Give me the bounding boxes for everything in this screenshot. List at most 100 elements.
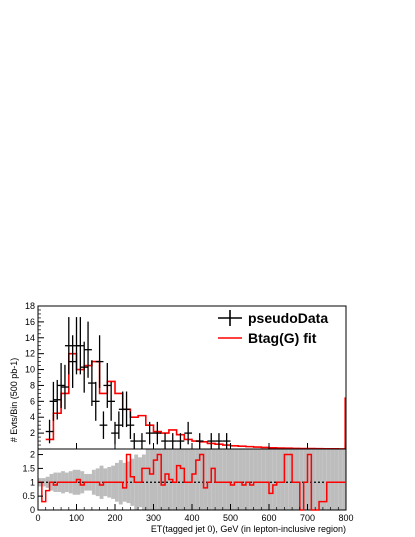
ratio-band-bin <box>307 449 312 510</box>
ratio-band-bin <box>230 449 235 510</box>
x-tick-label-800: 800 <box>338 513 353 523</box>
data-point-1 <box>49 381 58 421</box>
main-y-tick-label-16: 16 <box>25 317 35 327</box>
ratio-band-bin <box>319 449 323 510</box>
ratio-band-bin <box>242 449 246 510</box>
ratio-y-tick-label-2: 2 <box>30 450 35 460</box>
ratio-band-bin <box>149 449 154 510</box>
main-y-tick-label-2: 2 <box>30 428 35 438</box>
ratio-band-bin <box>215 449 219 510</box>
data-point-28 <box>176 433 185 449</box>
ratio-band-bin <box>188 449 192 510</box>
main-y-tick-label-4: 4 <box>30 412 35 422</box>
ratio-y-tick-label-1.5: 1.5 <box>22 463 35 473</box>
x-tick-label-400: 400 <box>184 513 199 523</box>
ratio-y-tick-label-0: 0 <box>30 505 35 515</box>
ratio-band-bin <box>292 449 296 510</box>
ratio-series-group <box>38 453 346 511</box>
data-point-27 <box>168 433 177 449</box>
data-point-11 <box>88 360 96 406</box>
ratio-step-line <box>38 453 346 511</box>
x-tick-label-0: 0 <box>35 513 40 523</box>
ratio-band-bin <box>315 449 320 510</box>
ratio-band-bin <box>338 449 343 510</box>
data-point-31 <box>207 433 216 449</box>
ratio-band-bin <box>226 449 231 510</box>
data-point-18 <box>115 411 123 439</box>
data-point-10 <box>84 321 92 378</box>
ratio-band-bin <box>211 449 216 510</box>
ratio-band-bin <box>299 449 304 510</box>
ratio-band-bin <box>276 449 281 510</box>
data-point-0 <box>45 419 54 444</box>
ratio-band-bin <box>234 449 239 510</box>
data-point-4 <box>61 364 69 410</box>
ratio-band-bin <box>195 449 200 510</box>
legend: pseudoData Btag(G) fit <box>218 310 328 346</box>
main-y-tick-label-10: 10 <box>25 365 35 375</box>
ratio-band-bin <box>157 449 162 510</box>
data-point-5 <box>64 317 73 375</box>
main-panel: 2 4 6 8 10 12 14 16 18 <box>25 301 347 450</box>
x-tick-label-300: 300 <box>146 513 161 523</box>
main-y-tick-label-14: 14 <box>25 333 35 343</box>
ratio-band-bin <box>284 449 289 510</box>
data-point-20 <box>122 391 131 428</box>
legend-label-pseudodata: pseudoData <box>248 310 328 326</box>
data-point-21 <box>126 411 135 439</box>
ratio-band-bin <box>269 449 273 510</box>
ratio-band-bin <box>165 449 169 510</box>
ratio-band-bin <box>257 449 262 510</box>
data-point-26 <box>161 433 169 449</box>
main-y-ticks: 2 4 6 8 10 12 14 16 18 <box>25 301 44 446</box>
data-point-24 <box>145 421 154 445</box>
ratio-band-bin <box>184 449 189 510</box>
ratio-y-ticks: 0 0.5 1 1.5 2 <box>22 450 43 515</box>
ratio-band-bin <box>176 449 181 510</box>
x-tick-label-700: 700 <box>300 513 315 523</box>
ratio-band-bin <box>330 449 335 510</box>
ratio-band-bin <box>222 449 227 510</box>
ratio-band-bin <box>303 449 308 510</box>
data-point-14 <box>99 411 108 439</box>
data-point-16 <box>107 381 115 421</box>
ratio-band-bin <box>342 449 346 510</box>
x-axis-title: ET(tagged jet 0), GeV (in lepton-inclusi… <box>151 524 346 534</box>
data-point-25 <box>153 421 162 445</box>
ratio-y-tick-label-1: 1 <box>30 477 35 487</box>
ratio-band-bin <box>261 449 266 510</box>
ratio-band-bin <box>238 449 243 510</box>
main-y-tick-label-8: 8 <box>30 380 35 390</box>
data-point-2 <box>53 379 62 420</box>
ratio-band-bin <box>192 449 196 510</box>
data-point-15 <box>103 362 112 408</box>
data-point-3 <box>57 362 65 408</box>
data-point-13 <box>95 335 104 388</box>
ratio-panel: 0 0.5 1 1.5 2 0 100 200 300 400 500 600 700 800 <box>22 443 354 523</box>
ratio-band-bin <box>334 449 339 510</box>
ratio-band-bin <box>218 449 223 510</box>
data-point-29 <box>184 421 192 445</box>
main-series-group <box>45 317 346 450</box>
x-tick-label-500: 500 <box>223 513 238 523</box>
main-y-tick-label-12: 12 <box>25 349 35 359</box>
x-tick-label-200: 200 <box>107 513 122 523</box>
legend-entry-fit: Btag(G) fit <box>218 330 317 346</box>
ratio-band-bin <box>199 449 204 510</box>
ratio-band-bin <box>288 449 293 510</box>
ratio-band-bin <box>122 462 127 502</box>
ratio-band-bin <box>99 465 104 499</box>
y-axis-title: # Evts/Bin (500 pb-1) <box>9 358 19 443</box>
ratio-band-bin <box>161 449 166 510</box>
ratio-band-bin <box>203 449 208 510</box>
ratio-band-bin <box>322 449 327 510</box>
data-point-6 <box>68 335 77 388</box>
data-point-30 <box>195 433 204 449</box>
legend-entry-pseudodata: pseudoData <box>218 310 328 326</box>
ratio-y-tick-label-0.5: 0.5 <box>22 491 35 501</box>
ratio-band-bin <box>130 458 135 506</box>
data-point-23 <box>138 433 146 449</box>
data-point-22 <box>130 433 139 449</box>
main-y-tick-label-18: 18 <box>25 301 35 311</box>
main-y-tick-label-6: 6 <box>30 396 35 406</box>
